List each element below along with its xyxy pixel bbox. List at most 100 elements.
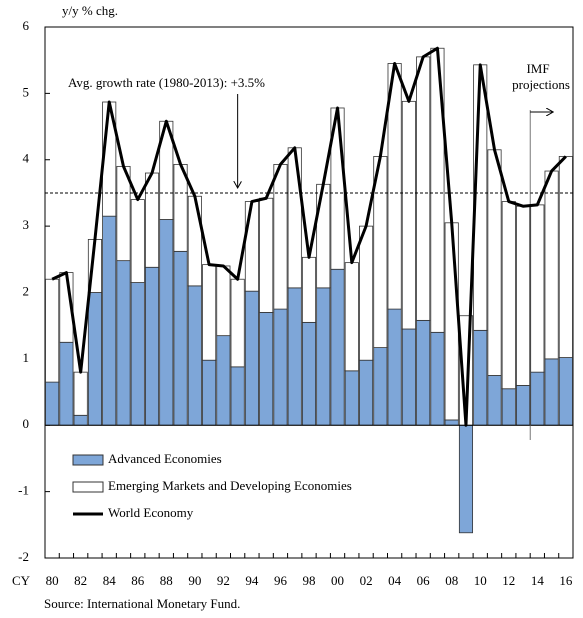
bar	[430, 331, 445, 426]
x-tick-label: 12	[502, 573, 515, 588]
x-tick-label: 16	[559, 573, 573, 588]
bar	[344, 262, 359, 372]
bar	[45, 278, 60, 383]
bar	[359, 225, 374, 361]
x-tick-label: 10	[474, 573, 487, 588]
legend-label: Advanced Economies	[108, 451, 222, 466]
bar	[487, 149, 502, 376]
bar	[173, 250, 188, 426]
y-tick-label: 0	[23, 416, 30, 431]
bar	[230, 278, 245, 368]
bar	[73, 414, 88, 426]
x-tick-label: 80	[46, 573, 59, 588]
world-line	[51, 46, 567, 427]
bar	[458, 424, 474, 534]
bar	[301, 321, 317, 426]
bar	[244, 201, 259, 292]
projection-label: IMF	[526, 61, 549, 76]
y-tick-label: 2	[23, 283, 30, 298]
bar	[558, 156, 573, 358]
bar	[544, 170, 559, 360]
bar	[530, 371, 545, 426]
bar	[59, 341, 74, 426]
bar	[45, 381, 60, 426]
y-tick-label: 1	[23, 350, 30, 365]
legend-label: Emerging Markets and Developing Economie…	[108, 478, 352, 493]
bar	[244, 290, 259, 426]
y-tick-label: 5	[23, 84, 30, 99]
x-tick-label: 14	[531, 573, 545, 588]
bar	[558, 357, 573, 426]
x-tick-label: 98	[303, 573, 316, 588]
bar	[187, 285, 202, 426]
bar	[316, 183, 331, 289]
bar	[273, 308, 288, 426]
bar	[102, 215, 117, 426]
bar	[487, 375, 502, 426]
bar	[330, 268, 345, 426]
y-tick-label: 4	[23, 151, 30, 166]
y-tick-label: 3	[23, 217, 30, 232]
bar	[444, 419, 459, 426]
bar	[144, 266, 160, 426]
bar	[230, 366, 245, 426]
projection-label: projections	[512, 77, 570, 92]
legend-swatch	[72, 454, 104, 466]
bar	[130, 199, 145, 283]
x-tick-label: 04	[388, 573, 402, 588]
bar	[473, 329, 488, 426]
bar	[287, 147, 302, 289]
x-tick-label: 96	[274, 573, 288, 588]
bar	[401, 328, 416, 426]
bar	[87, 292, 102, 426]
bar	[444, 222, 459, 421]
bar	[516, 205, 531, 386]
bar	[216, 335, 231, 426]
bar	[544, 358, 559, 426]
bar	[159, 219, 174, 426]
bar	[202, 264, 217, 361]
x-axis-prefix: CY	[12, 573, 31, 588]
x-tick-label: 00	[331, 573, 344, 588]
bar	[130, 282, 145, 426]
legend-label: World Economy	[108, 505, 194, 520]
x-tick-label: 08	[445, 573, 458, 588]
bar	[216, 265, 231, 337]
bar	[530, 204, 545, 373]
x-tick-label: 84	[103, 573, 117, 588]
bar	[187, 195, 202, 287]
x-tick-label: 94	[245, 573, 259, 588]
bar	[501, 201, 516, 390]
bar	[401, 100, 416, 330]
x-tick-label: 06	[417, 573, 431, 588]
bar	[359, 359, 374, 426]
x-tick-label: 90	[188, 573, 201, 588]
y-tick-label: 6	[23, 18, 30, 33]
bar	[344, 370, 359, 426]
bar	[259, 197, 274, 313]
bar	[416, 319, 431, 426]
x-tick-label: 02	[360, 573, 373, 588]
y-axis-label: y/y % chg.	[62, 3, 118, 18]
bar	[501, 388, 516, 426]
x-tick-label: 88	[160, 573, 173, 588]
x-tick-label: 82	[74, 573, 87, 588]
bar	[316, 287, 331, 426]
legend-swatch	[72, 481, 104, 493]
y-tick-label: -2	[18, 549, 29, 564]
bar	[301, 256, 317, 323]
bar	[387, 308, 402, 426]
bar	[73, 371, 88, 416]
bar	[516, 385, 531, 426]
source: Source: International Monetary Fund.	[44, 596, 240, 611]
y-tick-label: -1	[18, 483, 29, 498]
bar	[287, 287, 302, 426]
bar	[416, 56, 431, 321]
x-tick-label: 92	[217, 573, 230, 588]
bar	[144, 172, 160, 268]
annotation: Avg. growth rate (1980-2013): +3.5%	[68, 75, 265, 90]
bar	[373, 347, 388, 426]
x-tick-label: 86	[131, 573, 145, 588]
bar	[116, 260, 131, 426]
